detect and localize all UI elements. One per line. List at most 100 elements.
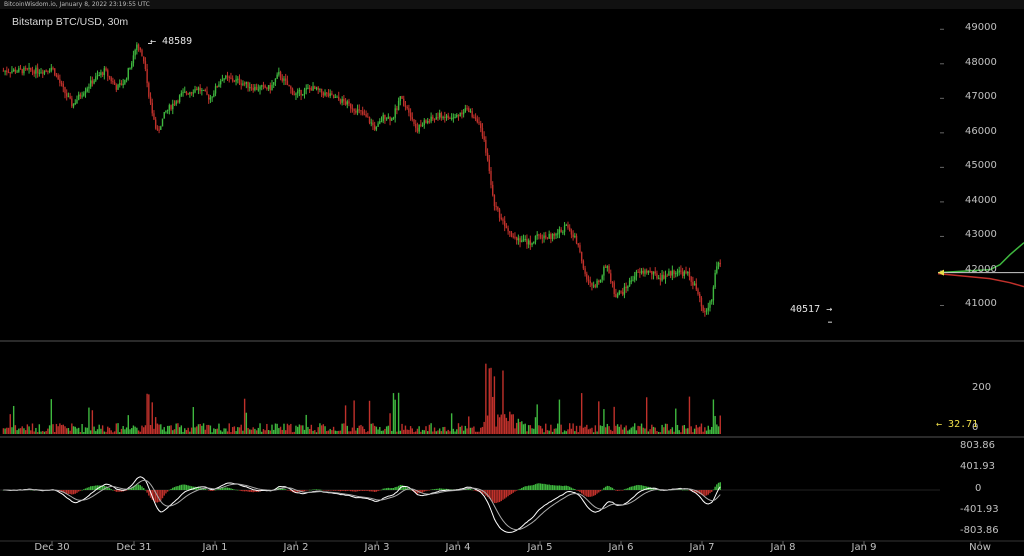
candle-body	[635, 271, 638, 277]
volume-bar	[630, 427, 632, 434]
candle-body	[661, 274, 663, 281]
macd-histogram-bar	[486, 490, 489, 498]
volume-bar	[310, 424, 313, 434]
candle-body	[387, 116, 390, 119]
macd-histogram-bar	[387, 487, 390, 490]
candle-body	[539, 234, 542, 238]
macd-histogram-bar	[76, 490, 78, 493]
candle-body	[341, 98, 343, 103]
macd-histogram-bar	[303, 490, 306, 492]
candle-body	[445, 115, 448, 118]
macd-histogram-bar	[692, 490, 694, 492]
volume-bar	[704, 427, 706, 434]
volume-bar	[223, 428, 225, 434]
candle-body	[60, 82, 63, 84]
candle-body	[462, 112, 465, 115]
macd-histogram-bar	[96, 485, 99, 490]
volume-bar	[24, 430, 27, 434]
candle-body	[156, 128, 159, 130]
macd-histogram-bar	[154, 490, 157, 503]
candle-body	[450, 118, 453, 120]
candle-body	[526, 238, 528, 245]
macd-histogram-bar	[361, 490, 364, 491]
volume-bar	[112, 432, 114, 434]
candle-body	[100, 72, 102, 75]
volume-bar	[480, 427, 482, 434]
candle-body	[30, 67, 32, 71]
macd-histogram-bar	[331, 490, 333, 491]
candle-body	[685, 271, 687, 274]
volume-bar	[259, 423, 261, 434]
macd-histogram-bar	[218, 488, 220, 490]
candle-body	[257, 89, 260, 91]
volume-bar	[541, 428, 544, 434]
macd-histogram-bar	[618, 490, 621, 491]
macd-histogram-bar	[358, 490, 360, 492]
macd-histogram-bar	[355, 490, 357, 492]
volume-bar	[302, 425, 304, 434]
volume-bar	[262, 429, 265, 434]
macd-histogram-bar	[332, 490, 335, 491]
volume-bar	[83, 432, 85, 434]
macd-histogram-bar	[368, 490, 371, 492]
macd-histogram-bar	[716, 484, 718, 490]
volume-bar	[668, 430, 670, 434]
candle-body	[237, 78, 239, 80]
candle-body	[96, 75, 99, 77]
macd-histogram-bar	[305, 490, 307, 491]
volume-bar	[587, 429, 590, 434]
macd-histogram-bar	[137, 484, 140, 490]
volume-bar	[101, 425, 104, 434]
volume-bar	[657, 431, 660, 434]
candle-body	[666, 275, 668, 277]
candle-body	[382, 114, 384, 122]
volume-bar	[45, 431, 47, 434]
macd-histogram-bar	[712, 489, 715, 491]
macd-histogram-bar	[86, 487, 88, 490]
volume-bar	[319, 423, 321, 434]
macd-histogram-bar	[622, 490, 624, 491]
macd-histogram-bar	[634, 485, 636, 490]
volume-bar	[290, 423, 292, 434]
candle-body	[19, 68, 22, 70]
macd-histogram-bar	[178, 485, 181, 490]
candle-body	[515, 237, 518, 241]
macd-signal-line	[3, 479, 721, 531]
volume-bar	[534, 417, 537, 434]
macd-histogram-bar	[288, 490, 290, 491]
candle-body	[160, 126, 162, 130]
macd-histogram-bar	[255, 490, 258, 492]
macd-histogram-bar	[433, 489, 436, 490]
macd-histogram-bar	[213, 490, 215, 491]
candle-body	[346, 101, 348, 105]
candle-body	[165, 110, 167, 113]
candle-body	[649, 270, 651, 272]
volume-bar	[644, 428, 646, 434]
macd-histogram-bar	[112, 489, 114, 491]
volume-bar	[88, 407, 90, 434]
macd-histogram-bar	[512, 490, 514, 493]
candle-body	[699, 294, 701, 299]
macd-histogram-bar	[640, 485, 643, 490]
volume-bar	[158, 424, 160, 434]
macd-histogram-bar	[480, 490, 482, 493]
volume-bar	[586, 424, 588, 434]
macd-histogram-bar	[610, 487, 612, 490]
volume-bar	[336, 430, 338, 434]
volume-bar	[132, 425, 135, 434]
candle-body	[129, 68, 131, 70]
macd-histogram-bar	[219, 488, 222, 490]
macd-histogram-bar	[529, 485, 532, 490]
candle-body	[522, 239, 525, 241]
volume-bar	[119, 432, 121, 434]
candle-body	[613, 282, 615, 295]
candle-body	[558, 229, 561, 234]
candle-body	[403, 98, 405, 106]
volume-bar	[266, 423, 268, 434]
candle-body	[141, 50, 143, 57]
macd-histogram-bar	[709, 490, 711, 494]
volume-bar	[492, 396, 494, 434]
candle-body	[651, 270, 653, 275]
macd-histogram-bar	[586, 490, 588, 497]
